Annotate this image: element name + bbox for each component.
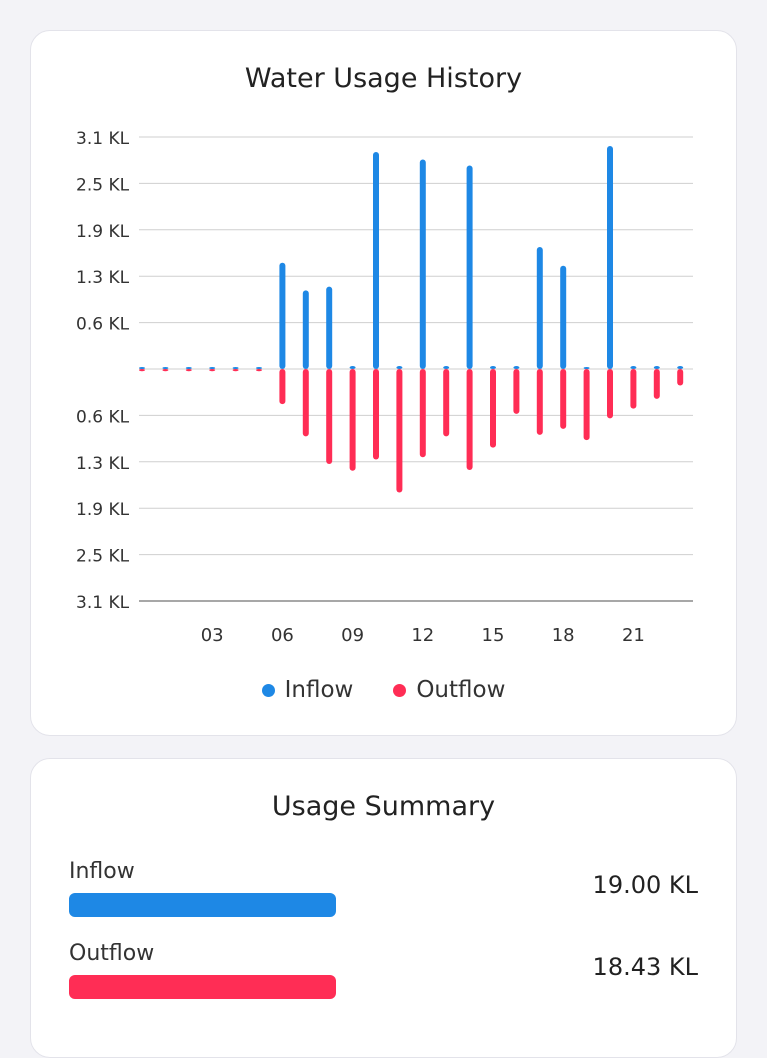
outflow-bar [536,369,543,435]
legend-item-inflow[interactable]: Inflow [261,677,354,703]
x-tick-label: 06 [271,625,294,646]
outflow-bar [209,369,216,372]
outflow-bar [279,369,286,405]
legend-label-outflow: Outflow [416,677,506,703]
inflow-bar [536,247,543,369]
y-tick-label: 3.1 KL [76,593,130,613]
inflow-bar [677,366,684,369]
chart-title: Water Usage History [244,63,523,94]
summary-bar-inflow [69,893,336,917]
outflow-bar [232,369,239,372]
y-tick-label: 0.6 KL [76,407,130,427]
outflow-bar [326,369,333,465]
inflow-bar [396,366,403,369]
inflow-bar [490,366,496,369]
inflow-bar [302,290,309,369]
inflow-bar [162,367,169,369]
summary-label-outflow: Outflow [69,941,155,966]
outflow-bar [162,369,169,372]
usage-summary-card: Usage Summary Inflow 19.00 KL Outflow 18… [30,758,737,1058]
outflow-dot-icon [393,683,407,697]
x-tick-label: 03 [201,625,224,646]
inflow-bar [185,367,192,369]
inflow-bar [279,262,286,369]
y-tick-label: 1.3 KL [76,454,130,474]
outflow-bar [653,369,660,399]
inflow-bar [560,265,567,369]
outflow-bar [396,369,403,493]
outflow-bar [607,369,613,419]
summary-bar-outflow [69,975,336,999]
outflow-bar [256,369,262,372]
inflow-bar [209,367,216,369]
summary-row-inflow: Inflow 19.00 KL [69,859,698,919]
y-tick-label: 2.5 KL [76,547,130,567]
outflow-bar [349,369,356,471]
y-tick-label: 2.5 KL [76,175,130,195]
summary-value-inflow: 19.00 KL [592,871,698,899]
water-usage-chart-card: Water Usage History 3.1 KL 2.5 KL 1.9 KL 1.… [30,30,737,736]
y-tick-label: 0.6 KL [76,315,130,335]
inflow-bar [466,165,473,369]
inflow-bar [419,159,426,369]
outflow-bar [630,369,637,409]
inflow-bar [630,366,637,369]
inflow-bar [232,367,239,369]
y-tick-label: 3.1 KL [76,129,130,149]
summary-row-outflow: Outflow 18.43 KL [69,941,698,1001]
inflow-bar [443,366,450,369]
x-tick-label: 18 [552,625,575,646]
summary-title: Usage Summary [271,791,496,822]
inflow-bar [653,366,660,369]
outflow-bar [583,369,590,441]
outflow-bar [302,369,309,437]
summary-value-outflow: 18.43 KL [592,953,698,981]
chart-legend: Inflow Outflow [31,677,736,703]
x-tick-label: 15 [482,625,505,646]
outflow-bar [185,369,192,372]
summary-label-inflow: Inflow [69,859,135,884]
y-tick-label: 1.9 KL [76,500,130,520]
outflow-bar [139,369,145,372]
usage-bar-chart: 3.1 KL 2.5 KL 1.9 KL 1.3 KL 0.6 KL 0.6 KL 1.3 … [76,129,693,646]
y-tick-label: 1.3 KL [76,268,130,288]
x-tick-label: 12 [411,625,434,646]
inflow-bar [583,367,590,369]
outflow-bar [560,369,567,429]
inflow-bar [349,366,356,369]
inflow-bar [326,286,333,369]
y-tick-label: 1.9 KL [76,222,130,242]
inflow-dot-icon [261,683,275,697]
x-tick-label: 09 [341,625,364,646]
inflow-bar [139,367,145,369]
x-tick-label: 21 [622,625,645,646]
outflow-bar [490,369,496,448]
inflow-bar [373,151,379,369]
legend-item-outflow[interactable]: Outflow [393,677,505,703]
inflow-bar [256,367,262,369]
legend-label-inflow: Inflow [284,677,354,703]
outflow-bar [513,369,520,414]
outflow-bar [419,369,426,458]
inflow-bar [513,366,520,369]
outflow-bar [443,369,450,437]
outflow-bar [466,369,473,471]
outflow-bar [373,369,379,460]
outflow-bar [677,369,684,386]
inflow-bar [607,145,613,369]
